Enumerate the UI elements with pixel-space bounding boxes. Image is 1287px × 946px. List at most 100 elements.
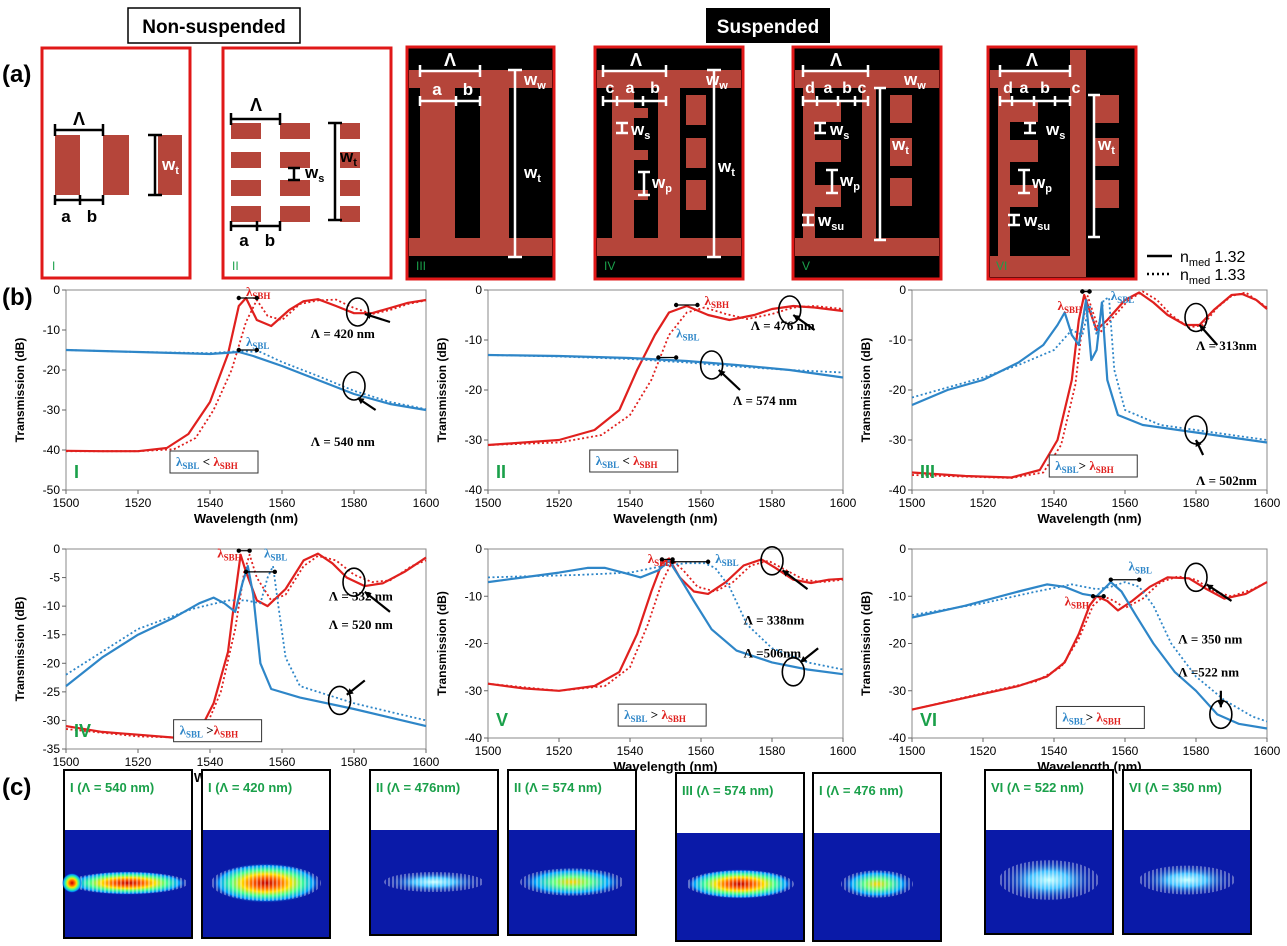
- peak-marker: [673, 302, 679, 308]
- chart-IV: 1500 1520 1540 1560 1580 1600 0 -5 -10 -15 -20 -25 -…: [13, 542, 440, 785]
- y-tick-label: -40: [889, 483, 907, 497]
- struct-II-b: b: [265, 231, 275, 250]
- struct-III-b: b: [463, 80, 473, 99]
- series-blue-solid: [911, 581, 1268, 730]
- struct-III-wt: wt: [523, 163, 541, 185]
- arrow-head: [782, 570, 790, 577]
- series-blue-dotted: [911, 581, 1268, 723]
- peak-marker: [656, 355, 661, 360]
- y-tick-label: -35: [43, 742, 61, 756]
- struct-IV-ws: ws: [630, 120, 650, 142]
- struct-VI-b: b: [1040, 80, 1050, 97]
- series-red-dotted: [487, 305, 844, 446]
- struct-VI-ws: ws: [1045, 120, 1065, 142]
- chart-id-label: II: [496, 462, 506, 482]
- series-blue-dotted: [911, 296, 1268, 441]
- field-maps: I (Λ = 540 nm) I (Λ = 420 nm) II (Λ = 476n…: [62, 769, 1252, 942]
- struct-I-b: b: [87, 207, 97, 226]
- x-tick-label: 1540: [1041, 496, 1068, 510]
- x-tick-label: 1600: [830, 744, 857, 758]
- struct-IV-b: b: [650, 80, 660, 97]
- chart-III: 1500 1520 1540 1560 1580 1600 0 -10 -20 -30 -40 Wav…: [859, 283, 1281, 526]
- y-tick-label: -10: [465, 589, 483, 603]
- struct-V-ww: ww: [903, 70, 926, 92]
- x-tick-label: 1560: [269, 755, 296, 769]
- peak-marker: [1101, 594, 1106, 599]
- lambda-sbl-label: λSBL: [715, 551, 738, 568]
- field-fringes: [686, 870, 794, 898]
- x-tick-label: 1520: [125, 496, 152, 510]
- field-title: I (Λ = 476 nm): [819, 783, 903, 798]
- pitch-red-label: Λ = 338nm: [744, 613, 805, 628]
- y-tick-label: -40: [889, 731, 907, 745]
- peak-marker: [659, 557, 665, 562]
- field-fringes: [520, 868, 624, 896]
- field-fringes: [68, 872, 188, 894]
- struct-V-d: d: [805, 80, 815, 97]
- highlight-circle: [781, 657, 806, 687]
- y-axis-label: Transmission (dB): [435, 338, 449, 443]
- x-tick-label: 1560: [1112, 744, 1139, 758]
- field-title: I (Λ = 540 nm): [70, 780, 154, 795]
- y-tick-label: 0: [475, 542, 482, 556]
- panel-b-label: (b): [2, 284, 33, 311]
- peak-marker: [695, 302, 700, 308]
- series-red-dotted: [66, 298, 427, 453]
- arrow-head: [346, 688, 354, 695]
- lambda-sbl-label: λSBL: [1111, 288, 1134, 305]
- y-tick-label: -10: [465, 333, 483, 347]
- struct-V-ws: ws: [829, 120, 849, 142]
- struct-VI-a: a: [1020, 80, 1029, 97]
- peak-marker: [670, 559, 675, 564]
- x-tick-label: 1600: [413, 496, 440, 510]
- field-fringes: [1139, 865, 1235, 895]
- y-tick-label: -30: [43, 713, 61, 727]
- x-tick-label: 1520: [125, 755, 152, 769]
- y-tick-label: 0: [899, 283, 906, 297]
- relation-text: λSBL > λSBH: [624, 707, 686, 724]
- field-map-6: I (Λ = 476 nm): [812, 772, 942, 942]
- x-tick-label: 1560: [688, 744, 715, 758]
- x-tick-label: 1580: [1183, 744, 1210, 758]
- chart-I: 1500 1520 1540 1560 1580 1600 0 -10 -20 -30 -40 -50…: [13, 283, 440, 526]
- arrow-head: [1217, 701, 1225, 708]
- arrow-head: [357, 398, 365, 405]
- field-input-spot: [62, 873, 82, 893]
- struct-VI-d: d: [1003, 80, 1013, 97]
- x-tick-label: 1540: [617, 496, 644, 510]
- y-tick-label: -5: [49, 571, 60, 585]
- y-tick-label: 0: [899, 542, 906, 556]
- y-tick-label: -10: [43, 599, 61, 613]
- y-axis-label: Transmission (dB): [13, 597, 27, 702]
- x-tick-label: 1500: [475, 496, 502, 510]
- relation-box: [617, 703, 707, 727]
- x-axis-label: Wavelength (nm): [194, 511, 298, 526]
- y-tick-label: -40: [43, 443, 61, 457]
- x-tick-label: 1580: [341, 496, 368, 510]
- pitch-red-label: Λ = 313nm: [1196, 338, 1257, 353]
- x-tick-label: 1520: [546, 744, 573, 758]
- series-blue-solid: [65, 348, 427, 412]
- x-tick-label: 1600: [830, 496, 857, 510]
- lambda-sbh-label: λSBH: [1065, 594, 1089, 611]
- series-red-solid: [487, 304, 844, 447]
- struct-V-id: V: [802, 259, 810, 273]
- field-fringes: [999, 860, 1099, 900]
- x-tick-label: 1560: [688, 496, 715, 510]
- series-blue-solid: [911, 298, 1268, 444]
- x-tick-label: 1520: [546, 496, 573, 510]
- panel-a-label: (a): [2, 61, 31, 88]
- peak-marker: [1137, 577, 1142, 582]
- struct-V-wsu: wsu: [817, 211, 844, 233]
- peak-marker: [247, 548, 252, 553]
- pitch-blue-label: Λ = 574 nm: [733, 393, 797, 408]
- x-tick-label: 1580: [341, 755, 368, 769]
- struct-I-lambda: Λ: [73, 109, 85, 129]
- relation-text: λSBL >λSBH: [180, 723, 238, 740]
- plot-frame: [65, 289, 427, 491]
- field-map-8: VI (Λ = 350 nm): [1122, 769, 1252, 935]
- x-tick-label: 1540: [1041, 744, 1068, 758]
- x-tick-label: 1600: [1254, 496, 1281, 510]
- lambda-sbl-label: λSBL: [246, 334, 269, 351]
